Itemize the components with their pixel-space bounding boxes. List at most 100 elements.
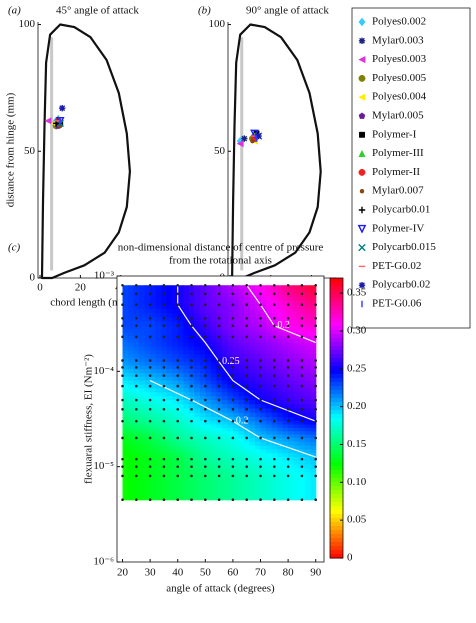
heat-cell	[155, 365, 162, 370]
colorbar-swatch	[330, 322, 343, 327]
heat-cell	[183, 464, 190, 469]
heat-cell	[216, 437, 223, 443]
heat-cell	[133, 396, 140, 401]
heat-cell	[260, 494, 267, 501]
heat-cell	[205, 361, 212, 367]
heat-cell	[216, 350, 223, 355]
heat-cell	[172, 335, 179, 340]
heat-cell	[183, 468, 190, 473]
heat-cell	[194, 416, 201, 422]
heat-cell	[227, 321, 234, 327]
heat-cell	[243, 416, 251, 422]
heat-cell	[232, 468, 240, 473]
heat-cell	[177, 361, 184, 367]
heat-cell	[199, 424, 206, 429]
heat-cell	[310, 494, 317, 501]
sample-point	[231, 398, 235, 402]
heat-cell	[150, 404, 157, 410]
sample-point	[231, 384, 235, 388]
y-tick-label: 100	[19, 18, 36, 30]
heat-cell	[150, 475, 157, 482]
sample-point	[245, 457, 249, 461]
heat-cell	[255, 365, 262, 370]
heat-cell	[128, 453, 135, 458]
heat-cell	[161, 321, 168, 327]
heat-cell	[210, 376, 217, 382]
heat-cell	[282, 354, 289, 359]
heat-cell	[249, 427, 256, 432]
heat-cell	[266, 335, 273, 340]
legend-marker	[358, 17, 366, 27]
heat-cell	[188, 472, 195, 477]
sample-point	[176, 498, 180, 502]
heat-cell	[243, 453, 251, 458]
heat-cell	[310, 304, 317, 310]
sample-point	[162, 374, 166, 377]
heat-cell	[139, 449, 146, 454]
heat-cell	[205, 421, 212, 426]
heat-cell	[188, 376, 195, 382]
heat-cell	[238, 490, 245, 496]
heat-cell	[177, 289, 184, 294]
heat-cell	[128, 485, 135, 491]
heat-cell	[266, 325, 273, 330]
heat-cell	[199, 485, 206, 491]
heat-cell	[194, 293, 201, 298]
heat-cell	[210, 357, 217, 363]
heat-cell	[172, 431, 179, 436]
heat-cell	[122, 369, 129, 374]
heat-cell	[216, 317, 223, 323]
heat-cell	[210, 494, 217, 501]
heat-cell	[177, 404, 184, 410]
legend-label: PET-G0.02	[372, 260, 421, 272]
sample-point	[148, 407, 152, 411]
heat-cell	[238, 437, 245, 443]
x-tick-label: 50	[200, 567, 212, 579]
sample-point	[121, 419, 124, 423]
heat-cell	[277, 308, 284, 314]
heat-cell	[139, 329, 146, 334]
heat-cell	[243, 404, 251, 410]
data-point	[250, 138, 255, 144]
heat-cell	[139, 388, 146, 393]
heat-cell	[166, 412, 173, 418]
heat-cell	[249, 404, 256, 410]
heat-cell	[271, 346, 278, 351]
heat-cell	[133, 289, 140, 294]
heat-cell	[271, 416, 278, 422]
heat-cell	[277, 468, 284, 473]
sample-point	[314, 465, 318, 468]
sample-point	[245, 474, 249, 478]
heat-cell	[150, 369, 157, 374]
heat-cell	[133, 392, 140, 397]
heat-cell	[293, 335, 300, 340]
sample-point	[162, 384, 166, 388]
heat-cell	[205, 308, 212, 314]
heat-cell	[266, 434, 273, 439]
heat-cell	[277, 361, 284, 367]
sample-point	[176, 465, 180, 468]
sample-point	[162, 283, 166, 287]
heat-cell	[210, 339, 217, 344]
heat-cell	[266, 490, 273, 496]
heat-cell	[166, 392, 173, 397]
heat-cell	[293, 354, 300, 359]
heat-cell	[260, 468, 267, 473]
heat-cell	[299, 434, 306, 439]
heat-cell	[221, 404, 228, 410]
colorbar-swatch	[330, 314, 343, 319]
heat-cell	[271, 289, 278, 294]
heat-cell	[266, 342, 273, 348]
heat-cell	[277, 380, 284, 386]
heat-cell	[304, 342, 311, 348]
heat-cell	[227, 285, 234, 290]
heat-cell	[266, 400, 273, 405]
heat-cell	[282, 321, 289, 327]
heat-cell	[150, 424, 157, 429]
heat-cell	[139, 427, 146, 432]
heat-cell	[139, 494, 146, 501]
heat-cell	[177, 480, 184, 487]
sample-point	[259, 324, 262, 328]
heat-cell	[210, 480, 217, 487]
heat-cell	[188, 350, 195, 355]
